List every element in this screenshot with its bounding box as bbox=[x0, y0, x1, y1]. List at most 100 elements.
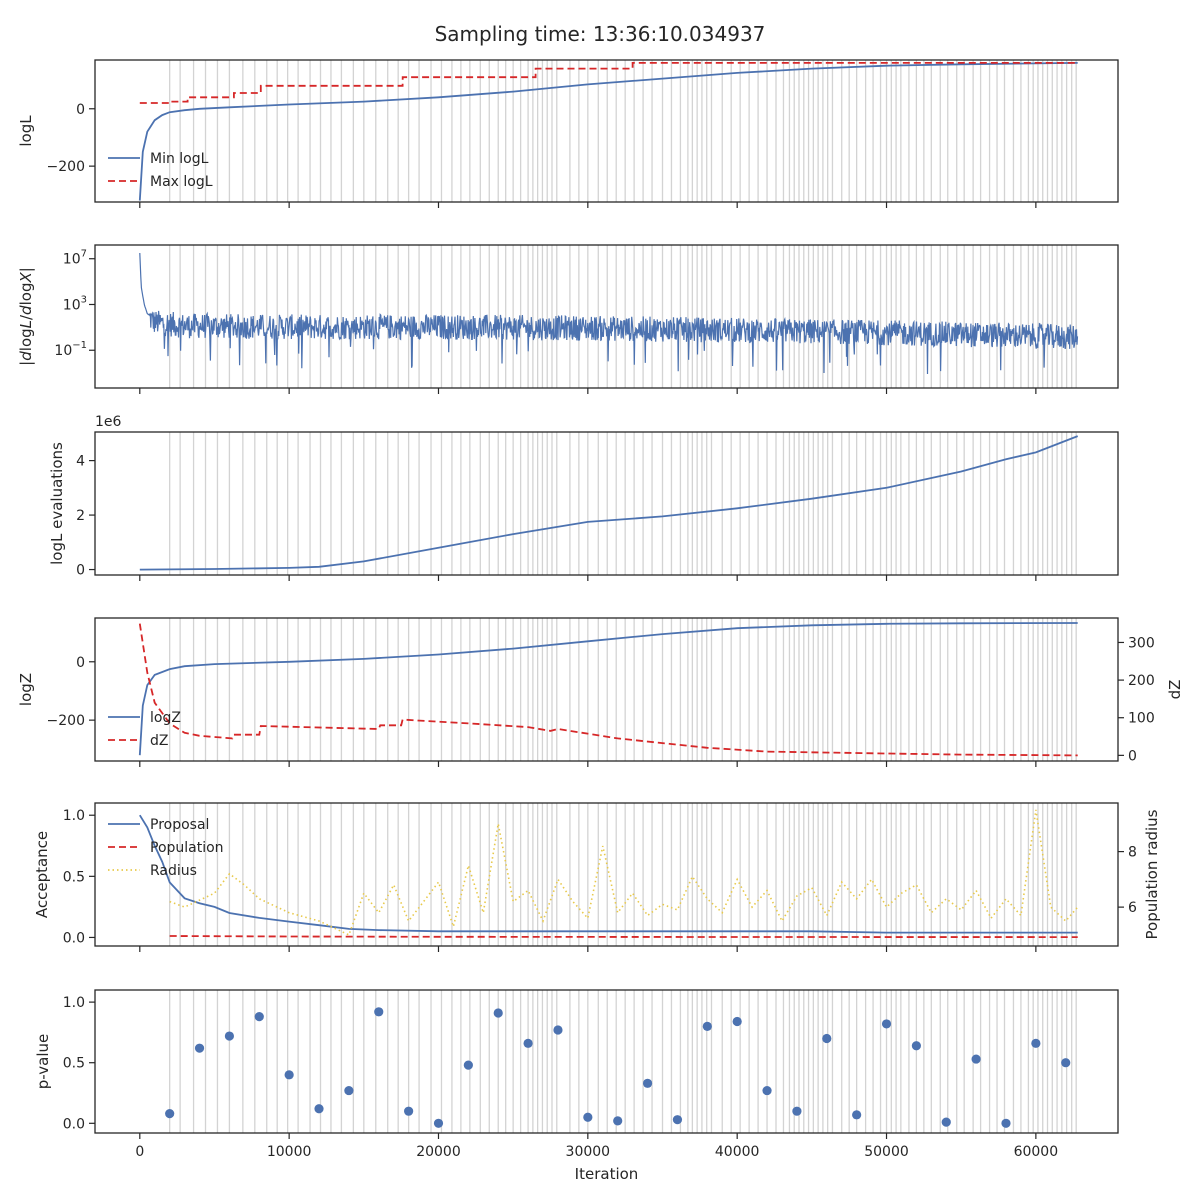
p-value-point bbox=[1001, 1118, 1011, 1128]
p-value-point bbox=[792, 1106, 802, 1116]
y-axis-label: logL bbox=[17, 115, 35, 147]
series-dlogl-0 bbox=[139, 252, 1079, 375]
p-value-point bbox=[463, 1060, 473, 1070]
y-tick-label: 0.0 bbox=[63, 930, 85, 946]
p-value-point bbox=[762, 1085, 772, 1096]
y-axis-label: Acceptance bbox=[33, 831, 51, 918]
p-value-point bbox=[613, 1116, 623, 1126]
panel-logz: −200 0 0 100 200 300 logZ dZ logZ dZ bbox=[17, 617, 1184, 767]
series-group bbox=[139, 252, 1079, 375]
p-value-point bbox=[224, 1031, 235, 1041]
p-value-point bbox=[732, 1016, 742, 1027]
figure-title: Sampling time: 13:36:10.034937 bbox=[435, 22, 766, 46]
x-tick-label: 30000 bbox=[566, 1144, 611, 1160]
axes-frame bbox=[94, 617, 1119, 762]
x-tick-label: 50000 bbox=[864, 1144, 909, 1160]
x-tick-label: 60000 bbox=[1014, 1144, 1059, 1160]
legend-label: Population bbox=[150, 840, 224, 856]
iteration-markers bbox=[169, 245, 1077, 388]
y-tick-label: 4 bbox=[76, 454, 85, 470]
p-value-point bbox=[433, 1118, 444, 1128]
p-value-point bbox=[971, 1054, 981, 1064]
y-right-tick-label: 0 bbox=[1128, 748, 1137, 764]
y-tick-label: 0 bbox=[76, 563, 85, 579]
p-value-point bbox=[254, 1012, 264, 1022]
series-dz bbox=[138, 623, 1078, 757]
x-tick-label: 20000 bbox=[416, 1144, 461, 1160]
legend-label: Min logL bbox=[150, 151, 209, 167]
iteration-markers bbox=[169, 60, 1077, 202]
x-axis-label: Iteration bbox=[575, 1165, 639, 1183]
legend-label: dZ bbox=[150, 733, 168, 749]
p-value-point bbox=[881, 1019, 892, 1029]
series-group bbox=[139, 809, 1079, 938]
legend-label: logZ bbox=[150, 710, 181, 726]
p-value-point bbox=[583, 1112, 593, 1122]
y-tick-label: 1.0 bbox=[63, 995, 85, 1011]
p-value-point bbox=[672, 1115, 683, 1125]
legend: Min logL Max logL bbox=[108, 151, 213, 190]
axes-frame bbox=[94, 431, 1119, 576]
p-value-point bbox=[911, 1041, 921, 1051]
p-value-point bbox=[1031, 1038, 1041, 1048]
series-min-logl bbox=[138, 62, 1078, 201]
y-axis-label: |dlogL/dlogX| bbox=[17, 267, 35, 366]
p-value-point bbox=[165, 1109, 175, 1119]
p-value-point bbox=[404, 1106, 414, 1116]
iteration-markers bbox=[169, 618, 1077, 761]
y-axis-label: p-value bbox=[34, 1034, 52, 1090]
iteration-markers bbox=[169, 990, 1077, 1133]
panel-evals: 0 2 4 logL evaluations 1e6 bbox=[48, 414, 1119, 581]
p-value-point bbox=[822, 1033, 832, 1044]
p-value-point bbox=[642, 1078, 653, 1088]
p-value-point bbox=[523, 1038, 533, 1048]
y-axis-label: logL evaluations bbox=[48, 442, 66, 565]
p-value-point bbox=[553, 1025, 563, 1035]
y-tick-label: 103 bbox=[63, 294, 87, 313]
y-tick-label: 0.5 bbox=[63, 1056, 85, 1072]
panel-pvalue: 0 10000 20000 30000 40000 50000 60000 Iteration… bbox=[34, 989, 1119, 1183]
p-value-point bbox=[284, 1070, 294, 1080]
legend-label: Proposal bbox=[150, 817, 209, 833]
p-value-point bbox=[344, 1085, 354, 1096]
p-value-point bbox=[941, 1117, 951, 1127]
series-evals-0 bbox=[139, 435, 1079, 571]
y-axis-label: logZ bbox=[17, 673, 35, 706]
y-tick-label: 0 bbox=[76, 102, 85, 118]
panel-dlogl: 10−1 103 107 |dlogL/dlogX| bbox=[17, 244, 1119, 394]
offset-text: 1e6 bbox=[95, 414, 122, 430]
panels: −200 0 logL Min logL Max logL 10−1 103 107 |dlog… bbox=[17, 59, 1184, 1183]
x-tick-label: 0 bbox=[135, 1144, 144, 1160]
y-right-axis-label: dZ bbox=[1166, 680, 1184, 700]
y-right-tick-label: 8 bbox=[1128, 845, 1137, 861]
y-tick-label: 10−1 bbox=[54, 340, 87, 359]
y-right-tick-label: 100 bbox=[1128, 711, 1155, 727]
legend: logZ dZ bbox=[108, 710, 181, 749]
series-radius bbox=[169, 809, 1079, 936]
axes-frame bbox=[94, 244, 1119, 389]
series-population bbox=[169, 935, 1078, 938]
panel-logl: −200 0 logL Min logL Max logL bbox=[17, 59, 1119, 208]
axes-frame bbox=[94, 989, 1119, 1134]
y-right-tick-label: 200 bbox=[1128, 673, 1155, 689]
y-right-tick-label: 300 bbox=[1128, 635, 1155, 651]
legend-label: Max logL bbox=[150, 174, 213, 190]
legend-label: Radius bbox=[150, 863, 197, 879]
y-tick-label: 0.5 bbox=[63, 869, 85, 885]
y-tick-label: 2 bbox=[76, 508, 85, 524]
y-tick-label: 0.0 bbox=[63, 1116, 85, 1132]
y-tick-label: −200 bbox=[47, 713, 85, 729]
p-value-point bbox=[493, 1008, 503, 1018]
x-tick-label: 10000 bbox=[267, 1144, 312, 1160]
p-value-point bbox=[1061, 1058, 1071, 1068]
axes-frame bbox=[94, 59, 1119, 203]
series-group bbox=[138, 622, 1078, 757]
p-value-point bbox=[374, 1007, 384, 1017]
p-value-point bbox=[702, 1021, 712, 1031]
p-value-point bbox=[852, 1110, 862, 1120]
x-tick-label: 40000 bbox=[715, 1144, 760, 1160]
y-tick-label: 107 bbox=[63, 249, 87, 268]
iteration-markers bbox=[169, 803, 1077, 946]
series-logz bbox=[138, 622, 1078, 756]
